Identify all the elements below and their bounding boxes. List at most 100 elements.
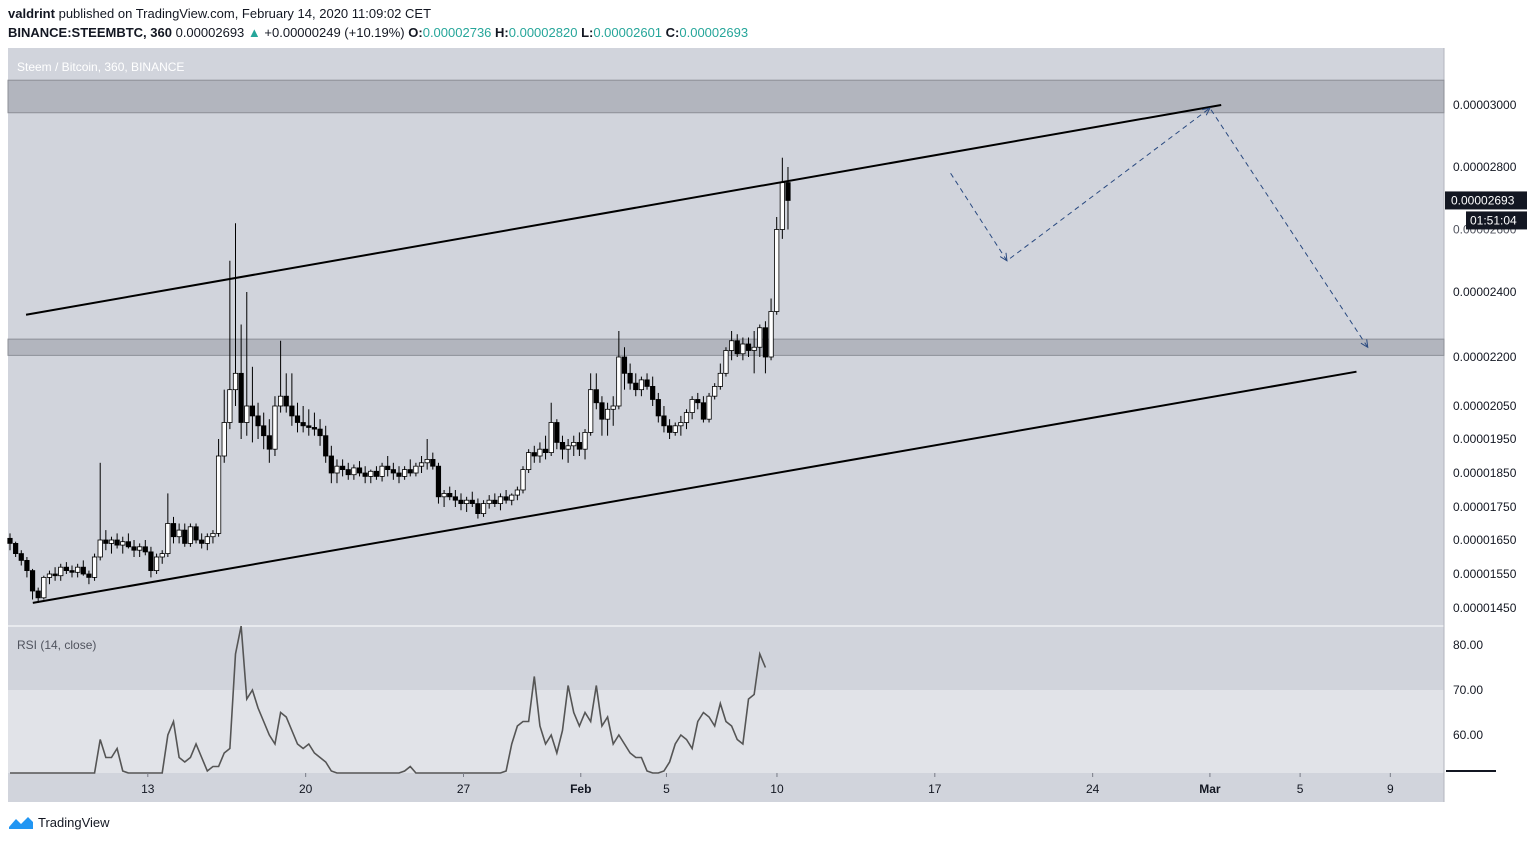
candle-body bbox=[638, 379, 645, 391]
candle bbox=[289, 373, 295, 426]
candle bbox=[672, 422, 678, 436]
candle bbox=[311, 412, 318, 436]
candle bbox=[480, 500, 487, 517]
candle-body bbox=[633, 382, 639, 391]
candle bbox=[762, 321, 769, 374]
candle-body bbox=[244, 405, 250, 423]
candle-body bbox=[283, 395, 289, 407]
candle-body bbox=[75, 566, 81, 573]
candle-body bbox=[565, 445, 571, 450]
price-tick-label: 0.00001750 bbox=[1453, 500, 1517, 514]
candle-body bbox=[650, 385, 656, 400]
candle-body bbox=[469, 499, 475, 505]
candle-body bbox=[576, 441, 582, 450]
candle-body bbox=[475, 503, 481, 515]
candle-body bbox=[447, 492, 453, 498]
candle bbox=[170, 516, 177, 544]
candle-body bbox=[441, 492, 447, 498]
high-label: H: bbox=[495, 25, 509, 40]
candle-body bbox=[492, 499, 498, 505]
time-axis-pane bbox=[8, 773, 1444, 802]
projection-arrowhead bbox=[1201, 107, 1211, 116]
candle bbox=[655, 392, 661, 423]
candle-body bbox=[328, 455, 334, 474]
candle-body bbox=[103, 539, 109, 544]
candle-body bbox=[402, 469, 408, 477]
candle-body bbox=[193, 526, 199, 541]
candle bbox=[125, 533, 131, 549]
candle-body bbox=[69, 570, 75, 573]
candle-body bbox=[723, 350, 729, 374]
author-name[interactable]: valdrint bbox=[8, 6, 55, 21]
candle-body bbox=[604, 408, 611, 420]
candle bbox=[616, 331, 622, 410]
candle-body bbox=[373, 470, 380, 477]
candle bbox=[717, 363, 723, 390]
candle bbox=[41, 575, 47, 600]
candle-body bbox=[317, 428, 323, 437]
close-value: 0.00002693 bbox=[679, 25, 749, 40]
candle-body bbox=[655, 399, 661, 417]
candle bbox=[678, 415, 684, 436]
candle-body bbox=[526, 452, 532, 471]
candle bbox=[142, 540, 148, 556]
candle-body bbox=[63, 566, 69, 572]
candle bbox=[418, 456, 425, 473]
candle bbox=[193, 523, 199, 544]
candle bbox=[277, 340, 284, 413]
candle bbox=[610, 396, 616, 426]
candle bbox=[283, 373, 289, 413]
candle bbox=[548, 402, 554, 456]
candle bbox=[86, 570, 92, 585]
candle-body bbox=[537, 448, 543, 457]
rsi-pane-title: RSI (14, close) bbox=[17, 638, 96, 652]
candle bbox=[650, 376, 656, 406]
candle bbox=[537, 442, 543, 463]
rsi-tick-label: 60.00 bbox=[1453, 728, 1483, 742]
candle bbox=[497, 493, 504, 511]
candle-body bbox=[672, 425, 678, 433]
candle bbox=[542, 435, 549, 460]
candle-body bbox=[712, 385, 718, 397]
candle bbox=[317, 419, 323, 446]
candle bbox=[159, 550, 165, 564]
candle bbox=[108, 536, 115, 554]
rsi-tick-label: 70.00 bbox=[1453, 683, 1483, 697]
candle bbox=[407, 459, 413, 477]
candle bbox=[373, 466, 380, 480]
last-price-label: 0.00002693 bbox=[1451, 193, 1515, 207]
candle bbox=[80, 560, 86, 576]
footer-brand[interactable]: TradingView bbox=[8, 814, 110, 830]
candle-body bbox=[58, 566, 64, 577]
candle-body bbox=[418, 462, 425, 467]
candle bbox=[492, 493, 498, 507]
candle-body bbox=[255, 415, 261, 427]
candle bbox=[751, 331, 757, 374]
candle-body bbox=[204, 536, 210, 544]
price-tick-label: 0.00002800 bbox=[1453, 160, 1517, 174]
candle bbox=[604, 402, 611, 436]
candle bbox=[785, 167, 791, 230]
candle bbox=[114, 533, 120, 549]
candle-body bbox=[120, 541, 126, 546]
candle-body bbox=[35, 590, 41, 599]
published-text: published on TradingView.com, February 1… bbox=[58, 6, 432, 21]
candle-body bbox=[616, 356, 622, 407]
candle bbox=[666, 419, 673, 439]
candle bbox=[137, 543, 143, 557]
candle bbox=[368, 469, 374, 484]
candle bbox=[554, 419, 560, 450]
candle bbox=[120, 536, 126, 554]
candle-body bbox=[751, 346, 757, 351]
candle bbox=[413, 462, 419, 477]
candle bbox=[131, 540, 137, 557]
candle-body bbox=[554, 422, 560, 443]
candle-body bbox=[46, 573, 53, 578]
price-change: +0.00000249 (+10.19%) bbox=[264, 25, 405, 40]
time-tick-label: 17 bbox=[928, 782, 942, 796]
candle bbox=[734, 334, 740, 357]
candle bbox=[774, 217, 780, 315]
countdown-label: 01:51:04 bbox=[1470, 213, 1517, 227]
candle bbox=[306, 409, 312, 436]
